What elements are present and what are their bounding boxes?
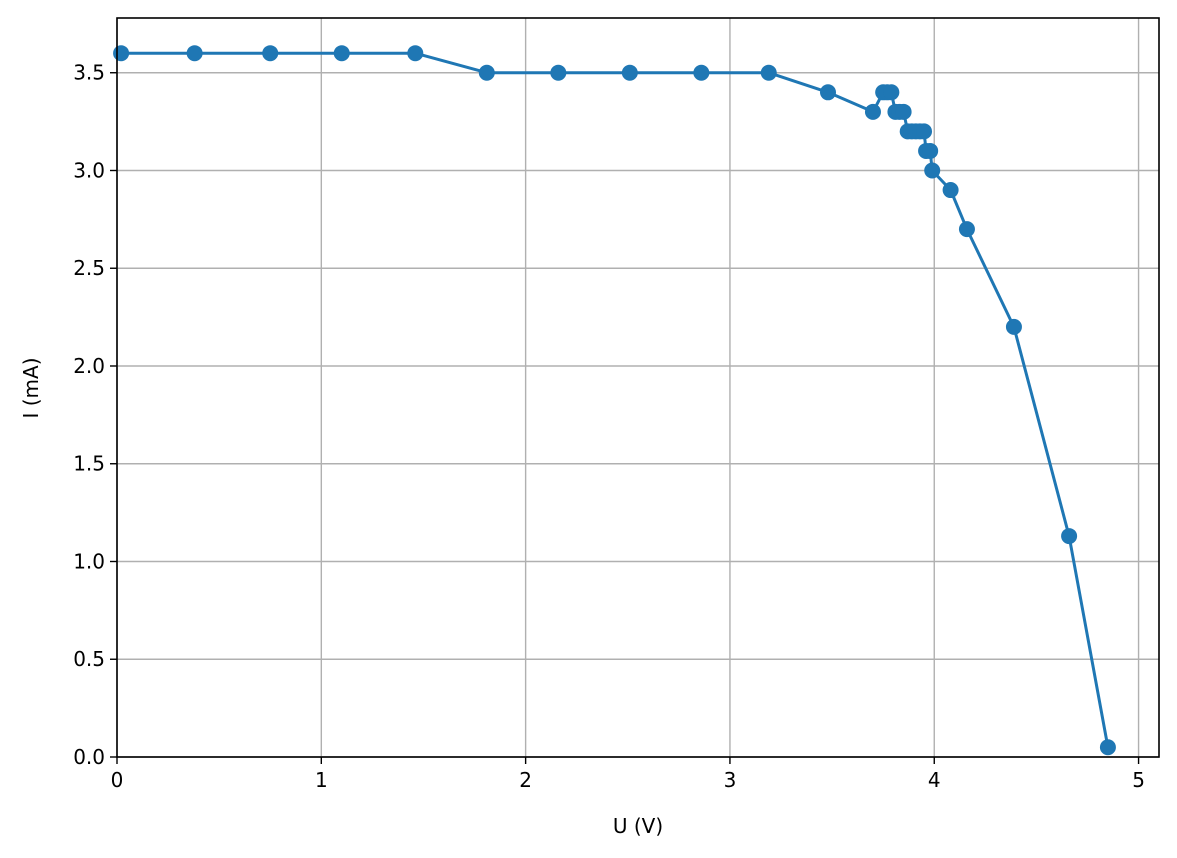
- data-point: [916, 123, 933, 140]
- data-point: [1099, 739, 1116, 756]
- y-tick-label: 2.5: [73, 256, 105, 280]
- data-point: [333, 45, 350, 62]
- data-point: [621, 64, 638, 81]
- x-tick-label: 5: [1132, 768, 1145, 792]
- data-point: [922, 142, 939, 159]
- y-tick-label: 0.0: [73, 745, 105, 769]
- data-point: [550, 64, 567, 81]
- data-point: [262, 45, 279, 62]
- data-point: [760, 64, 777, 81]
- data-point: [693, 64, 710, 81]
- x-tick-label: 4: [928, 768, 941, 792]
- y-tick-label: 3.0: [73, 158, 105, 182]
- x-tick-label: 0: [111, 768, 124, 792]
- axis-ticks: 0 1 2 3 4 5 0.0 0.5 1.0 1.5 2.0 2.5 3.0 3.5: [73, 61, 1145, 792]
- data-point: [895, 103, 912, 120]
- data-point: [113, 45, 130, 62]
- y-tick-label: 1.5: [73, 452, 105, 476]
- y-axis-label: I (mA): [19, 357, 43, 418]
- data-point: [478, 64, 495, 81]
- data-point: [883, 84, 900, 101]
- plot-frame: [116, 17, 1160, 758]
- x-tick-label: 3: [724, 768, 737, 792]
- data-point: [186, 45, 203, 62]
- y-tick-label: 1.0: [73, 549, 105, 573]
- x-tick-label: 2: [519, 768, 532, 792]
- data-point: [407, 45, 424, 62]
- data-point: [820, 84, 837, 101]
- data-point: [864, 103, 881, 120]
- x-axis-label: U (V): [613, 814, 663, 838]
- series-marker-layer: [113, 45, 1116, 756]
- x-tick-label: 1: [315, 768, 328, 792]
- data-point: [1005, 318, 1022, 335]
- y-tick-label: 3.5: [73, 61, 105, 85]
- data-point: [942, 182, 959, 199]
- y-tick-label: 2.0: [73, 354, 105, 378]
- data-point: [924, 162, 941, 179]
- data-point: [1061, 528, 1078, 545]
- y-tick-label: 0.5: [73, 647, 105, 671]
- data-point: [958, 221, 975, 238]
